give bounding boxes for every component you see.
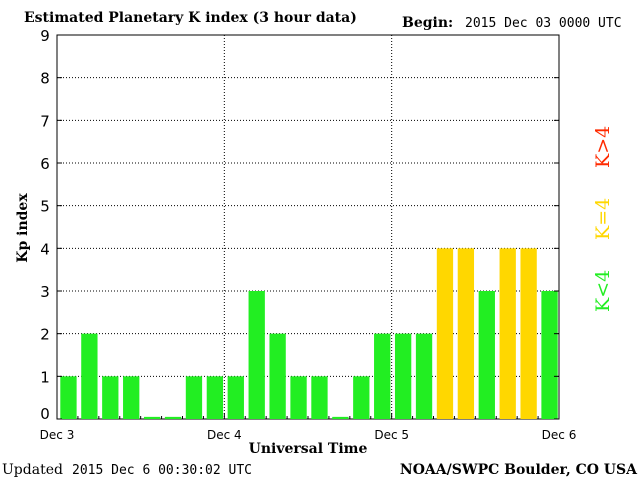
kp-bar (436, 248, 454, 419)
kp-bar (123, 376, 140, 419)
x-tick-label: Dec 5 (374, 428, 409, 442)
updated-value: 2015 Dec 6 00:30:02 UTC (72, 463, 252, 478)
legend-below-4: K<4 (592, 270, 614, 312)
y-tick-label: 0 (40, 405, 50, 423)
kp-bar (143, 416, 161, 419)
y-tick-label: 2 (40, 326, 50, 344)
chart-title: Estimated Planetary K index (3 hour data… (24, 10, 357, 26)
y-tick-label: 4 (40, 240, 50, 258)
y-tick-label: 1 (40, 368, 50, 386)
legend-above-4: K>4 (592, 126, 614, 168)
kp-bar (394, 333, 412, 419)
y-tick-label: 8 (40, 70, 50, 88)
kp-bar (353, 376, 370, 419)
kp-bar (60, 376, 77, 419)
y-axis-label: Kp index (15, 193, 31, 263)
kp-bar (332, 416, 349, 419)
kp-bar (81, 333, 98, 419)
kp-bar (290, 376, 307, 419)
kp-bar (185, 376, 203, 419)
kp-bar (520, 248, 537, 419)
y-tick-label: 9 (40, 27, 50, 45)
begin-label: Begin: (402, 15, 453, 31)
kp-bar (374, 333, 391, 419)
y-tick-label: 6 (40, 155, 50, 173)
y-tick-label: 5 (40, 198, 50, 216)
kp-bar (311, 376, 328, 419)
kp-bar (457, 248, 475, 419)
x-tick-label: Dec 6 (542, 428, 577, 442)
x-tick-label: Dec 3 (40, 428, 75, 442)
x-axis-label: Universal Time (249, 441, 368, 457)
x-tick-label: Dec 4 (207, 428, 242, 442)
begin-value: 2015 Dec 03 0000 UTC (465, 16, 622, 31)
y-axis-ticks: 0 1 2 3 4 5 6 7 8 9 (40, 27, 559, 423)
bars (60, 248, 558, 419)
kp-bar (415, 333, 433, 419)
kp-bar (499, 248, 516, 419)
y-tick-label: 7 (40, 112, 50, 130)
legend-equal-4: K=4 (592, 198, 614, 240)
kp-bar (541, 291, 558, 419)
x-axis-ticks: Dec 3 Dec 4 Dec 5 Dec 6 (40, 413, 577, 442)
grid-lines (57, 35, 559, 419)
kp-bar (248, 291, 265, 419)
source-credit: NOAA/SWPC Boulder, CO USA (400, 462, 638, 478)
kp-bar (164, 416, 182, 419)
kp-bar (478, 291, 495, 419)
kp-bar (269, 333, 286, 419)
kp-bar (227, 376, 244, 419)
updated-label: Updated (2, 462, 63, 478)
kp-bar (206, 376, 224, 419)
y-tick-label: 3 (40, 283, 50, 301)
kp-bar (102, 376, 119, 419)
